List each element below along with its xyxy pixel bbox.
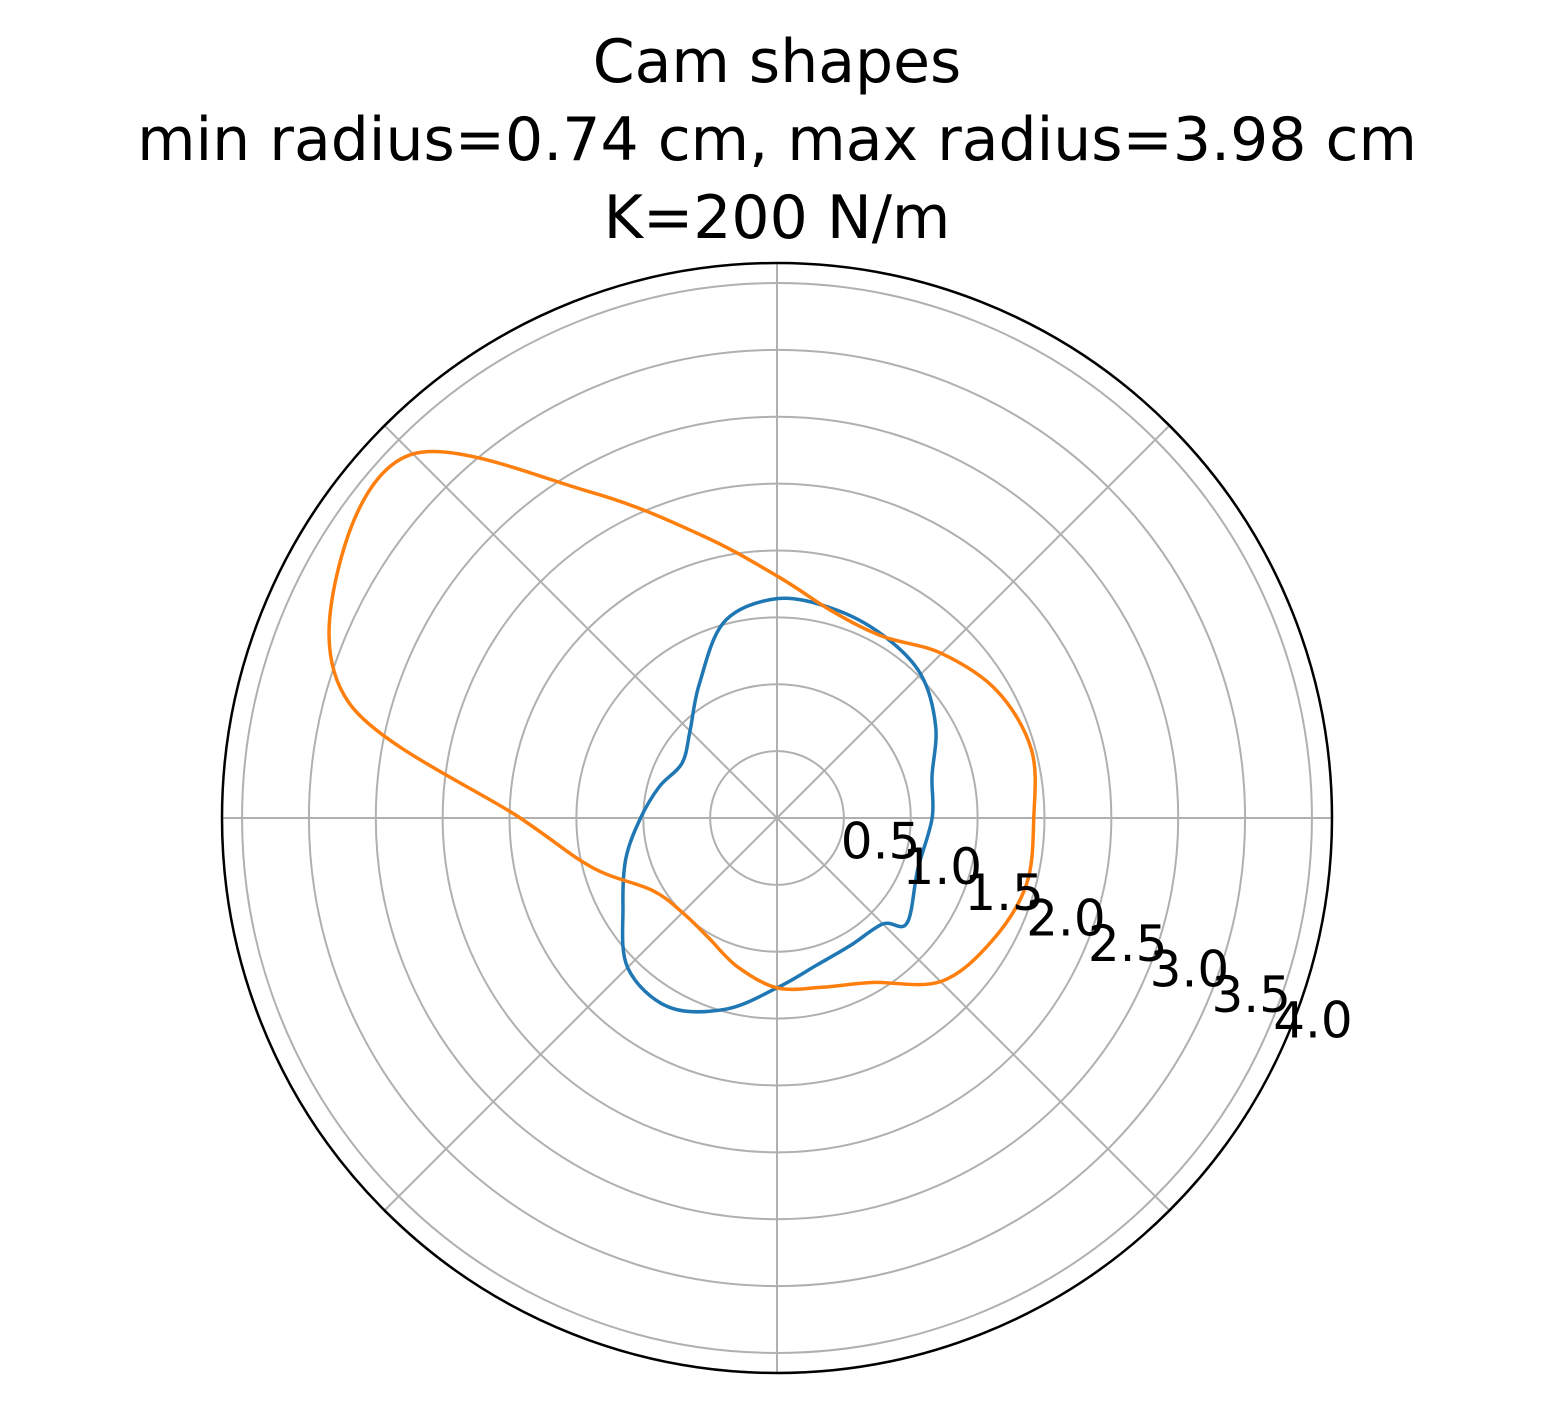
series-group bbox=[327, 449, 1037, 1014]
angular-gridline-135deg bbox=[383, 424, 778, 819]
chart-title-line-3: K=200 N/m bbox=[604, 183, 951, 253]
series-line-1 bbox=[327, 449, 1037, 992]
angular-gridline-45deg bbox=[776, 424, 1171, 819]
radial-tick-label-2: 1.5 bbox=[964, 864, 1044, 922]
angular-gridline-225deg bbox=[383, 817, 778, 1212]
radial-tick-label-4: 2.5 bbox=[1088, 915, 1168, 973]
chart-title-line-1: Cam shapes bbox=[593, 27, 962, 97]
polar-frame bbox=[220, 261, 1334, 1375]
radial-tick-label-1: 1.0 bbox=[903, 838, 983, 896]
chart-title-line-2: min radius=0.74 cm, max radius=3.98 cm bbox=[137, 105, 1417, 175]
series-line-0 bbox=[620, 596, 938, 1014]
radial-tick-label-6: 3.5 bbox=[1211, 966, 1291, 1024]
radial-tick-label-3: 2.0 bbox=[1026, 889, 1106, 947]
radial-tick-label-5: 3.0 bbox=[1150, 941, 1230, 999]
radial-tick-labels: 0.51.01.52.02.53.03.54.0 bbox=[841, 813, 1353, 1050]
radial-tick-label-0: 0.5 bbox=[841, 813, 921, 871]
angular-gridline-315deg bbox=[776, 817, 1171, 1212]
polar-grid bbox=[222, 263, 1332, 1373]
